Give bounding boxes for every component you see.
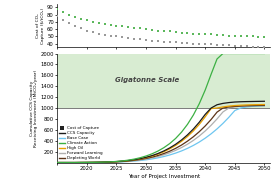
Text: Gigatonne Scale: Gigatonne Scale	[115, 77, 179, 83]
X-axis label: Year of Project Investment: Year of Project Investment	[128, 174, 200, 179]
Y-axis label: Cost of CO₂
Capture ($/tCO₂): Cost of CO₂ Capture ($/tCO₂)	[36, 8, 45, 44]
Y-axis label: Cumulative CCS Capacity
Receiving Investment (MtCO₂/year): Cumulative CCS Capacity Receiving Invest…	[30, 70, 38, 147]
Bar	[57, 53, 270, 108]
Legend: Cost of Capture, CCS Capacity, Base Case, Climate Action, High Oil, Forward Lear: Cost of Capture, CCS Capacity, Base Case…	[60, 126, 103, 160]
